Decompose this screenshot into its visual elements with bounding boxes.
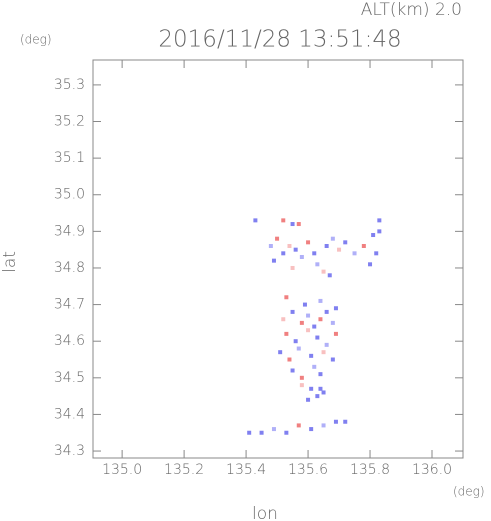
echo-point [321,390,326,395]
echo-point [324,309,329,314]
echo-point [293,247,298,252]
echo-point [330,357,335,362]
x-tick-label: 135.4 [226,462,266,478]
echo-point [374,251,379,256]
altitude-label: ALT(km) 2.0 [361,0,462,20]
x-tick-label: 135.6 [288,462,328,478]
echo-point [309,427,314,432]
echo-point [296,423,301,428]
echo-point [333,419,338,424]
echo-point [296,346,301,351]
echo-point [315,394,320,399]
echo-point [271,427,276,432]
y-tick-label: 35.0 [54,187,85,203]
echo-point [299,320,304,325]
y-tick-label: 35.3 [54,77,85,93]
y-unit: (deg) [20,33,52,47]
echo-point [306,328,311,333]
echo-point [343,240,348,245]
x-axis-label: lon [252,504,278,521]
echo-point [377,218,382,223]
echo-point [315,335,320,340]
echo-point [259,430,264,435]
echo-point [318,386,323,391]
echo-point [315,262,320,267]
echo-point [281,317,286,322]
echo-point [368,262,373,267]
echo-point [296,222,301,227]
echo-point [324,244,329,249]
echo-point [337,247,342,252]
echo-point [284,295,289,300]
y-tick-label: 34.6 [54,333,85,349]
echo-point [324,342,329,347]
y-tick-label: 34.5 [54,370,85,386]
echo-point [302,302,307,307]
echo-point [330,320,335,325]
echo-point [312,324,317,329]
echo-point [318,317,323,322]
x-unit: (deg) [453,485,485,499]
echo-point [290,309,295,314]
y-tick-label: 34.4 [54,406,85,422]
echo-point [253,218,258,223]
y-tick-label: 35.1 [54,150,85,166]
echo-point [268,244,273,249]
echo-point [318,372,323,377]
y-tick-label: 34.3 [54,443,85,459]
echo-point [352,251,357,256]
echo-point [309,386,314,391]
echo-point [343,419,348,424]
echo-point [299,254,304,259]
y-tick-label: 35.2 [54,114,85,130]
echo-point [293,339,298,344]
echo-point [318,298,323,303]
echo-point [321,350,326,355]
x-tick-label: 135.8 [350,462,390,478]
echo-point [290,222,295,227]
echo-point [299,383,304,388]
echo-point [299,375,304,380]
echo-point [284,331,289,336]
chart-title: 2016/11/28 13:51:48 [158,27,401,53]
echo-point [333,331,338,336]
echo-point [377,229,382,234]
echo-point [287,244,292,249]
y-tick-label: 34.7 [54,297,85,313]
echo-point [284,430,289,435]
echo-point [287,357,292,362]
echo-point [361,244,366,249]
echo-point [312,364,317,369]
echo-point [306,240,311,245]
y-axis-label: lat [0,251,20,273]
x-tick-label: 136.0 [412,462,452,478]
echo-point [306,313,311,318]
echo-point [327,273,332,278]
x-tick-label: 135.0 [102,462,142,478]
echo-point [281,218,286,223]
plot-frame [92,59,464,459]
echo-point [290,265,295,270]
x-tick-label: 135.2 [164,462,204,478]
echo-point [271,258,276,263]
echo-point [306,397,311,402]
y-tick-label: 34.8 [54,260,85,276]
echo-point [321,423,326,428]
echo-point [330,236,335,241]
y-tick-label: 34.9 [54,223,85,239]
echo-point [309,353,314,358]
echo-point [333,306,338,311]
echo-point [312,251,317,256]
echo-point [275,236,280,241]
echo-point [247,430,252,435]
echo-point [290,368,295,373]
echo-point [371,233,376,238]
echo-point [281,251,286,256]
echo-point [321,269,326,274]
echo-point [278,350,283,355]
